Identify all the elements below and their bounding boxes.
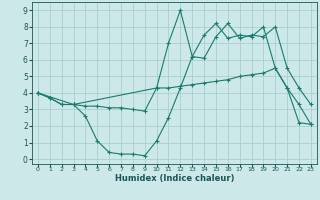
X-axis label: Humidex (Indice chaleur): Humidex (Indice chaleur) — [115, 174, 234, 183]
